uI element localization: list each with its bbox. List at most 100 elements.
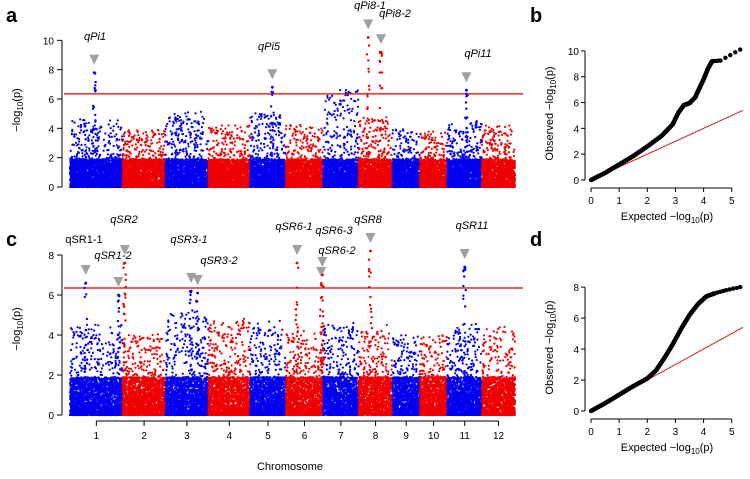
snp-point xyxy=(115,133,117,135)
snp-point xyxy=(89,173,91,175)
snp-point xyxy=(138,151,140,153)
snp-point xyxy=(87,136,89,138)
snp-point xyxy=(116,144,118,146)
snp-point xyxy=(120,183,122,185)
snp-point xyxy=(79,118,81,120)
snp-point xyxy=(100,177,102,179)
snp-point xyxy=(91,139,93,141)
snp-point xyxy=(70,169,72,171)
snp-point xyxy=(103,167,105,169)
snp-point xyxy=(92,136,94,138)
snp-point xyxy=(118,173,120,175)
snp-point xyxy=(120,169,122,171)
snp-point xyxy=(135,149,137,151)
snp-point xyxy=(93,170,95,172)
snp-point xyxy=(109,174,111,176)
panel-label-b: b xyxy=(530,5,542,27)
snp-point xyxy=(83,131,85,133)
snp-point xyxy=(75,133,77,135)
snp-point xyxy=(82,167,84,169)
snp-point xyxy=(71,172,73,174)
snp-point xyxy=(80,124,82,126)
snp-point xyxy=(75,160,77,162)
snp-point xyxy=(116,123,118,125)
snp-point xyxy=(85,146,87,148)
snp-point xyxy=(150,139,152,141)
snp-point xyxy=(124,143,126,145)
snp-point xyxy=(76,137,78,139)
panel-label-a: a xyxy=(6,5,18,27)
snp-point xyxy=(77,179,79,181)
snp-point xyxy=(120,163,122,165)
snp-point xyxy=(106,171,108,173)
snp-point xyxy=(88,149,90,151)
snp-point xyxy=(148,153,150,155)
snp-point xyxy=(84,184,86,186)
snp-point xyxy=(84,144,86,146)
snp-point xyxy=(128,146,130,148)
snp-point xyxy=(141,151,143,153)
snp-point xyxy=(117,119,119,121)
snp-point xyxy=(100,164,102,166)
snp-point xyxy=(84,169,86,171)
snp-point xyxy=(109,179,111,181)
snp-point xyxy=(158,154,160,156)
snp-point xyxy=(109,177,111,179)
snp-point xyxy=(118,139,120,141)
snp-point xyxy=(80,129,82,131)
snp-point xyxy=(78,152,80,154)
snp-point xyxy=(129,133,131,135)
snp-point xyxy=(86,129,88,131)
snp-point xyxy=(77,173,79,175)
snp-point xyxy=(85,149,87,151)
snp-point xyxy=(85,138,87,140)
snp-point xyxy=(104,145,106,147)
snp-point xyxy=(120,154,122,156)
snp-point xyxy=(73,122,75,124)
snp-point xyxy=(108,162,110,164)
snp-point xyxy=(95,155,97,157)
snp-point xyxy=(80,179,82,181)
snp-point xyxy=(125,157,127,159)
snp-point xyxy=(86,179,88,181)
snp-point xyxy=(127,130,129,132)
snp-point xyxy=(86,163,88,165)
snp-point xyxy=(120,127,122,129)
snp-point xyxy=(109,119,111,121)
snp-point xyxy=(104,174,106,176)
snp-point xyxy=(119,171,121,173)
snp-point xyxy=(83,123,85,125)
snp-point xyxy=(99,130,101,132)
snp-point xyxy=(78,186,80,188)
y-tick-label: 8 xyxy=(48,66,54,77)
snp-point xyxy=(91,143,93,145)
snp-point xyxy=(80,144,82,146)
snp-point xyxy=(105,182,107,184)
snp-point xyxy=(119,165,121,167)
snp-point xyxy=(91,184,93,186)
snp-point xyxy=(84,134,86,136)
snp-point xyxy=(82,165,84,167)
snp-point xyxy=(112,167,114,169)
snp-point xyxy=(103,176,105,178)
snp-point xyxy=(123,147,125,149)
snp-point xyxy=(99,168,101,170)
snp-point xyxy=(122,149,124,151)
snp-point xyxy=(82,171,84,173)
snp-point xyxy=(90,167,92,169)
snp-point xyxy=(79,168,81,170)
snp-point xyxy=(162,136,164,138)
y-tick-label: 2 xyxy=(48,154,54,165)
snp-point xyxy=(111,136,113,138)
snp-point xyxy=(137,130,139,132)
snp-point xyxy=(117,154,119,156)
snp-point xyxy=(70,164,72,166)
snp-point xyxy=(79,165,81,167)
snp-point xyxy=(152,150,154,152)
snp-point xyxy=(114,184,116,186)
snp-point xyxy=(97,132,99,134)
snp-point xyxy=(116,180,118,182)
snp-point xyxy=(104,186,106,188)
snp-point xyxy=(73,133,75,135)
snp-point xyxy=(87,167,89,169)
